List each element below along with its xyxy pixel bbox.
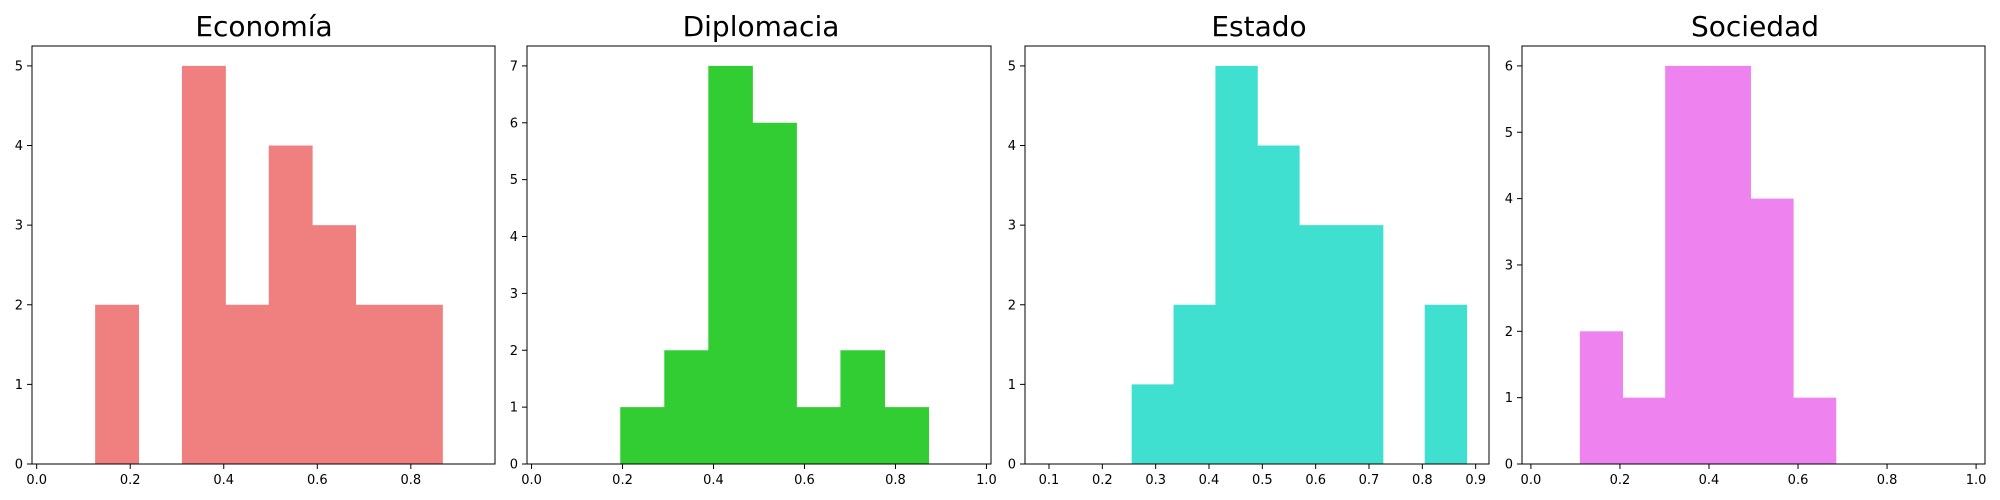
bar-diplomacia-5 [840,350,885,464]
y-tick-label-estado-0: 0 [1008,458,1016,473]
bar-diplomacia-1 [664,350,709,464]
x-tick-label-economia-0: 0.0 [26,473,47,488]
x-tick-label-sociedad-3: 0.6 [1788,473,1809,488]
axes-frame-economia [31,45,496,465]
y-tick-label-economia-2: 2 [15,298,23,313]
y-tick-label-diplomacia-2: 2 [510,344,518,359]
bar-sociedad-2 [1665,65,1709,465]
axes-frame-sociedad [1521,45,1986,465]
x-tick-label-diplomacia-1: 0.2 [612,473,633,488]
y-tick-label-sociedad-4: 4 [1505,192,1513,207]
bar-diplomacia-4 [796,407,841,464]
x-tick-label-estado-1: 0.2 [1092,473,1113,488]
x-tick-label-economia-1: 0.2 [120,473,141,488]
y-tick-label-economia-0: 0 [15,458,23,473]
panel-economia: Economía 0.0 0.2 0.4 0.6 0.8 0 1 2 3 4 5 [15,10,496,488]
x-tick-label-diplomacia-0: 0.0 [521,473,542,488]
bar-estado-1 [1173,304,1216,464]
bar-diplomacia-0 [620,407,665,464]
y-tick-label-estado-1: 1 [1008,378,1016,393]
y-tick-label-sociedad-0: 0 [1505,458,1513,473]
panel-diplomacia: Diplomacia 0.0 0.2 0.4 0.6 0.8 1.0 0 1 2 3 4 5 6 7 [510,10,997,488]
x-tick-label-economia-4: 0.8 [400,473,421,488]
y-tick-label-estado-3: 3 [1008,219,1016,234]
y-tick-label-diplomacia-7: 7 [510,59,518,74]
bar-estado-2 [1215,65,1258,465]
y-tick-label-diplomacia-3: 3 [510,287,518,302]
bar-diplomacia-2 [708,65,753,465]
x-tick-label-estado-5: 0.6 [1305,473,1326,488]
x-tick-label-economia-3: 0.6 [307,473,328,488]
x-tick-label-sociedad-1: 0.2 [1610,473,1631,488]
bar-estado-4 [1299,225,1342,464]
axes-frame-diplomacia [526,45,992,465]
y-tick-label-sociedad-2: 2 [1505,325,1513,340]
y-tick-label-sociedad-1: 1 [1505,391,1513,406]
bar-diplomacia-3 [752,122,797,464]
panel-title-economia: Economía [195,10,332,43]
bar-economia-2 [181,65,226,465]
x-tick-label-sociedad-5: 1.0 [1966,473,1987,488]
y-tick-label-estado-5: 5 [1008,59,1016,74]
y-tick-label-sociedad-3: 3 [1505,258,1513,273]
x-tick-label-estado-3: 0.4 [1199,473,1220,488]
bar-diplomacia-6 [884,407,929,464]
x-tick-label-diplomacia-5: 1.0 [976,473,997,488]
bar-estado-0 [1131,384,1175,464]
bar-estado-5 [1341,225,1384,464]
x-tick-label-sociedad-2: 0.4 [1699,473,1720,488]
bar-sociedad-0 [1579,331,1624,464]
panel-title-diplomacia: Diplomacia [683,10,840,43]
x-tick-label-economia-2: 0.4 [213,473,234,488]
x-tick-label-sociedad-0: 0.0 [1521,473,1542,488]
bar-sociedad-4 [1750,198,1794,464]
axes-frame-estado [1024,45,1490,465]
x-tick-label-diplomacia-4: 0.8 [885,473,906,488]
bar-estado-7 [1424,304,1468,464]
y-tick-label-estado-4: 4 [1008,139,1016,154]
y-tick-label-diplomacia-6: 6 [510,116,518,131]
bar-sociedad-1 [1622,397,1666,464]
bar-economia-7 [398,304,443,464]
x-tick-label-estado-4: 0.5 [1252,473,1273,488]
x-tick-label-sociedad-4: 0.8 [1877,473,1898,488]
y-tick-label-diplomacia-5: 5 [510,173,518,188]
bar-estado-3 [1257,145,1300,464]
y-tick-label-economia-1: 1 [15,378,23,393]
y-tick-label-diplomacia-0: 0 [510,458,518,473]
x-tick-label-estado-8: 0.9 [1465,473,1486,488]
panel-estado: Estado 0.1 0.2 0.3 0.4 0.5 0.6 0.7 0.8 0.9 0 1 2 3 4 5 [1008,10,1490,488]
y-tick-label-sociedad-6: 6 [1505,59,1513,74]
bar-sociedad-3 [1707,65,1751,465]
bar-economia-4 [268,145,313,464]
y-tick-label-diplomacia-4: 4 [510,230,518,245]
x-tick-label-diplomacia-3: 0.6 [794,473,815,488]
y-tick-label-estado-2: 2 [1008,298,1016,313]
y-tick-label-economia-3: 3 [15,219,23,234]
panel-sociedad: Sociedad 0.0 0.2 0.4 0.6 0.8 1.0 0 1 2 3 4 5 6 [1505,10,1987,488]
bar-economia-3 [225,304,270,464]
bar-sociedad-5 [1793,397,1837,464]
y-tick-label-diplomacia-1: 1 [510,401,518,416]
bar-economia-0 [95,304,140,464]
x-tick-label-estado-6: 0.7 [1359,473,1380,488]
panel-title-sociedad: Sociedad [1691,10,1819,43]
panel-title-estado: Estado [1211,10,1306,43]
x-tick-label-estado-2: 0.3 [1145,473,1166,488]
bar-economia-6 [355,304,400,464]
bar-economia-5 [312,225,357,464]
x-tick-label-estado-7: 0.8 [1412,473,1433,488]
x-tick-label-estado-0: 0.1 [1039,473,1060,488]
y-tick-label-economia-5: 5 [15,59,23,74]
y-tick-label-sociedad-5: 5 [1505,126,1513,141]
x-tick-label-diplomacia-2: 0.4 [703,473,724,488]
y-tick-label-economia-4: 4 [15,139,23,154]
